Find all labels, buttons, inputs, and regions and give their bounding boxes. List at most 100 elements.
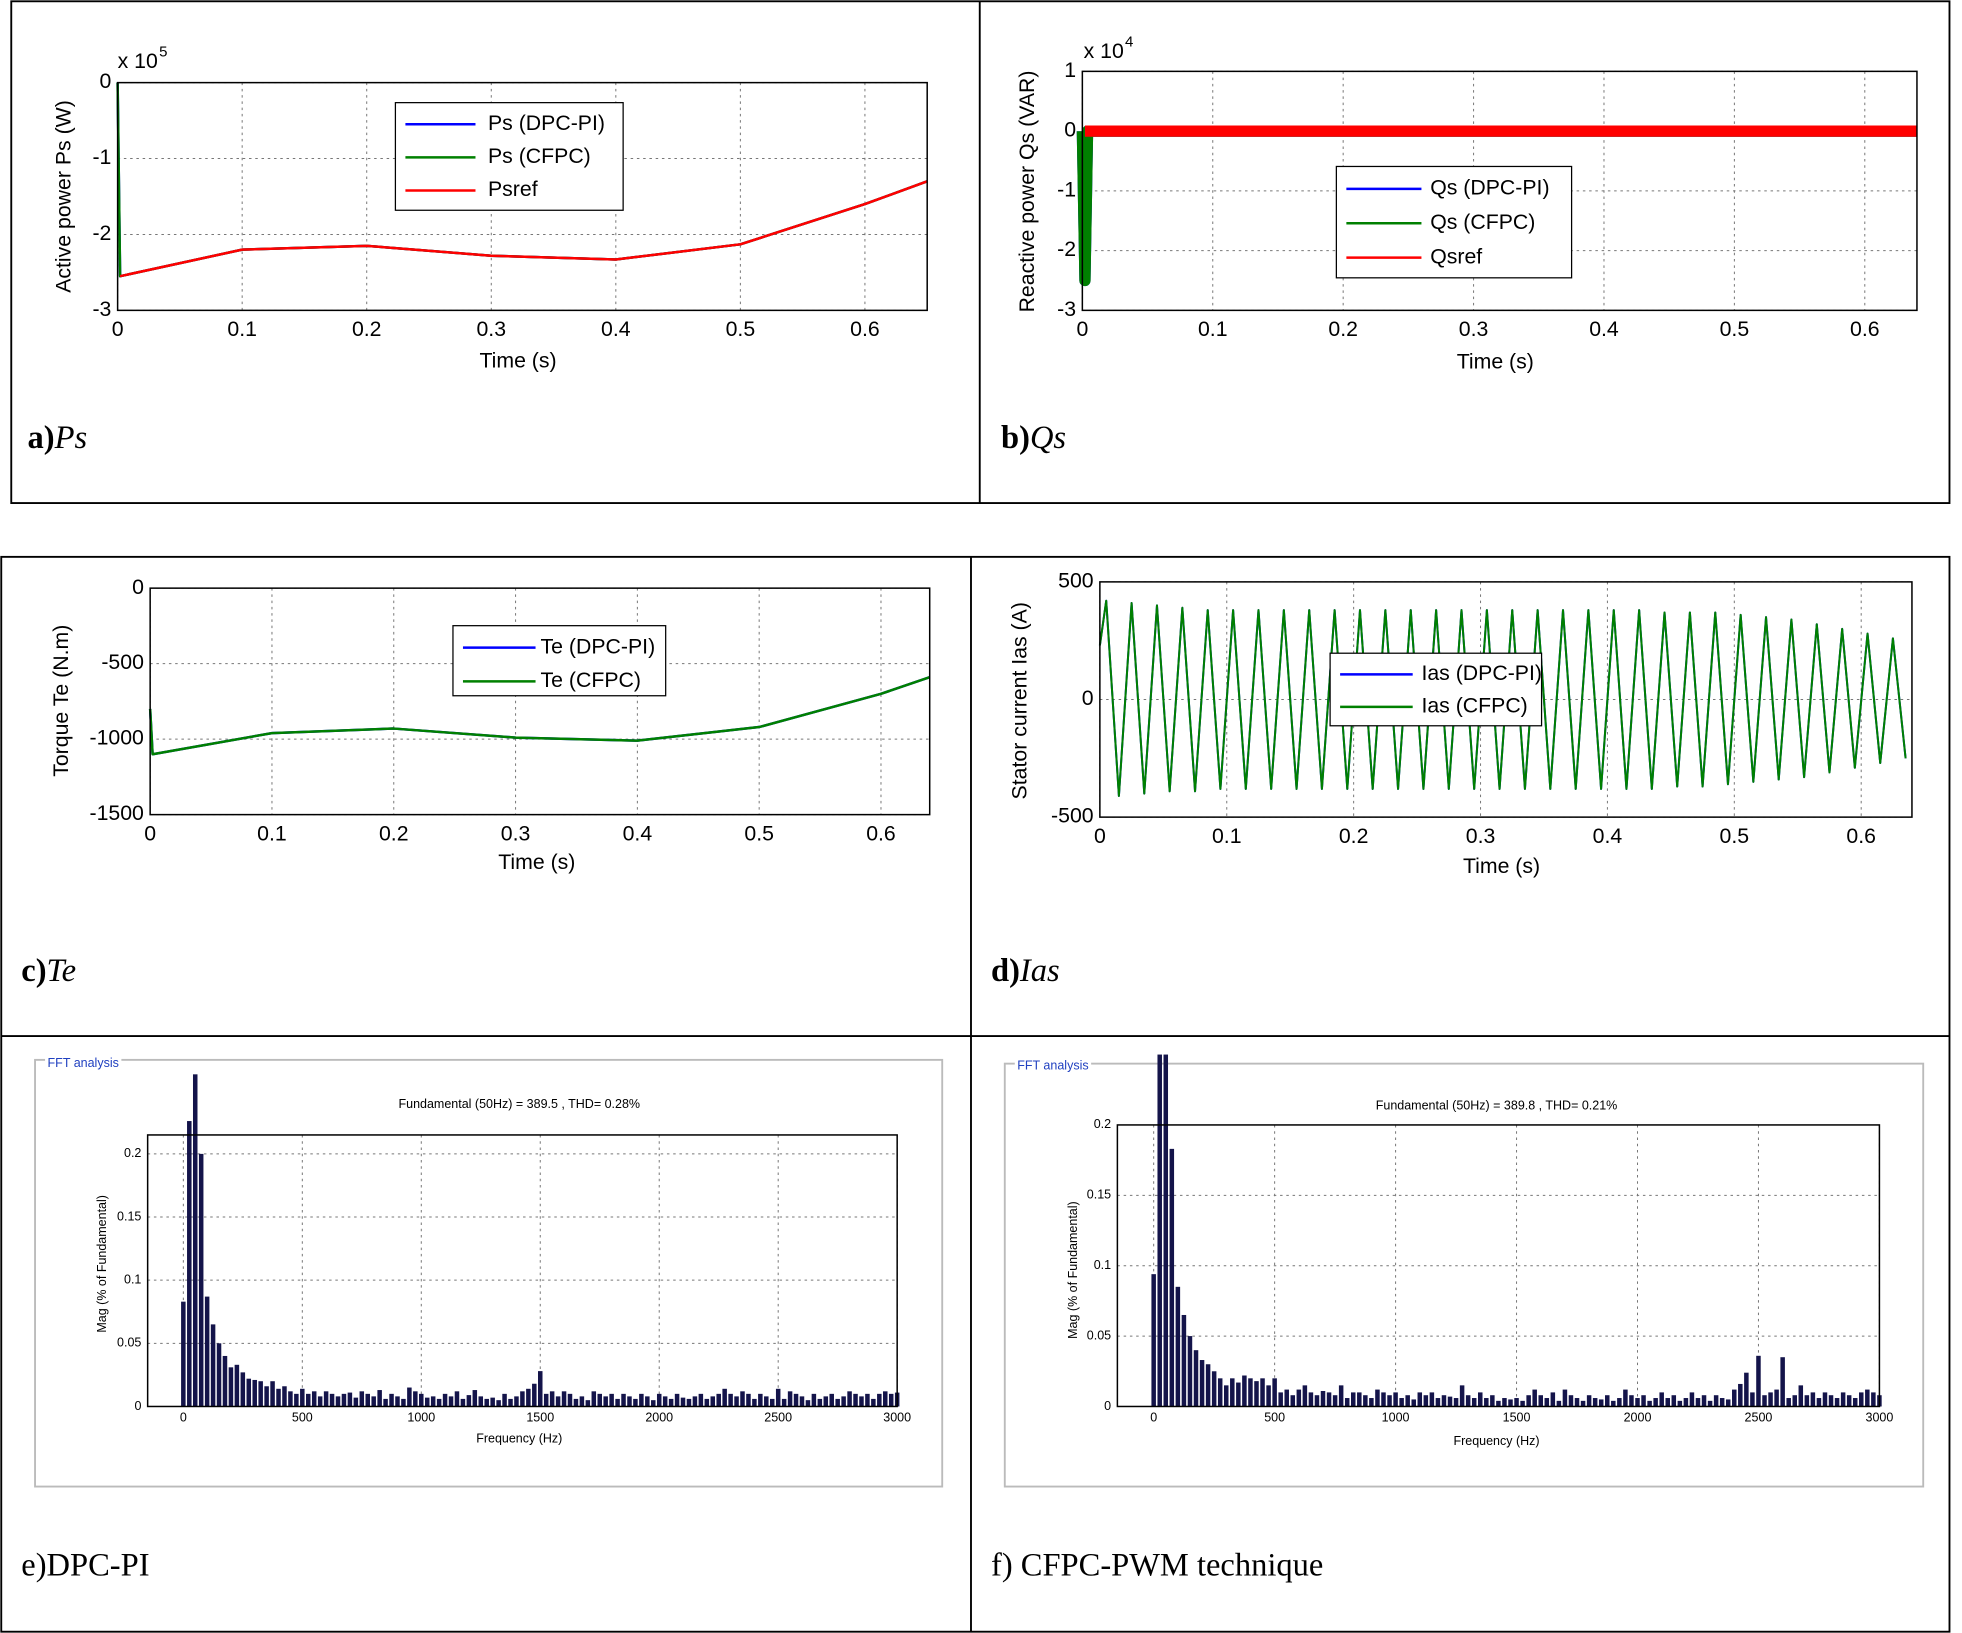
bar: [1223, 1385, 1229, 1407]
x-tick-label: 500: [292, 1411, 313, 1425]
legend-label: Ias (DPC-PI): [1421, 661, 1542, 685]
x-axis-label: Frequency (Hz): [1453, 1434, 1539, 1448]
plot-frame: [1081, 70, 1918, 312]
bar: [532, 1383, 537, 1407]
panel-border: [0, 555, 1951, 1633]
x-tick-label: 2000: [1624, 1411, 1652, 1425]
bar: [1586, 1395, 1592, 1407]
plot-area: [150, 588, 930, 815]
bar: [871, 1398, 876, 1407]
bar: [841, 1396, 846, 1407]
bar: [371, 1396, 376, 1407]
bar: [1278, 1392, 1283, 1407]
x-tick-label: 0.3: [1459, 317, 1489, 341]
bar: [877, 1393, 882, 1407]
bar: [1496, 1400, 1501, 1407]
bar: [1465, 1395, 1471, 1407]
bar: [1357, 1392, 1362, 1407]
bar: [1411, 1399, 1416, 1407]
y-tick-label: -2: [92, 221, 111, 245]
bar: [1296, 1389, 1302, 1407]
bar: [1617, 1398, 1622, 1407]
bar: [181, 1301, 186, 1407]
bar: [680, 1397, 686, 1407]
x-axis-label: Frequency (Hz): [476, 1431, 562, 1445]
bar: [561, 1391, 567, 1407]
bar: [1260, 1378, 1265, 1407]
y-tick-label: -500: [1051, 804, 1094, 828]
bar: [341, 1393, 347, 1407]
bar: [359, 1391, 365, 1407]
y-axis-label: Stator current Ias (A): [1008, 602, 1032, 799]
x-tick-label: 0.2: [352, 317, 382, 341]
bar: [478, 1396, 484, 1407]
bar: [746, 1393, 751, 1407]
x-tick-label: 0: [112, 317, 124, 341]
plot-frame: [146, 1134, 898, 1408]
bar: [1320, 1390, 1326, 1407]
chart-title: Fundamental (50Hz) = 389.5 , THD= 0.28%: [398, 1097, 640, 1111]
bar: [300, 1388, 305, 1407]
x-tick-label: 0.4: [1589, 317, 1619, 341]
bar: [198, 1153, 204, 1407]
y-tick-label: 0: [132, 575, 144, 599]
bar: [1689, 1392, 1695, 1407]
bar: [793, 1393, 799, 1407]
bar: [204, 1296, 210, 1407]
bar: [258, 1381, 263, 1407]
y-tick-label: -3: [92, 297, 111, 321]
x-tick-label: 0.1: [1212, 824, 1242, 848]
bar: [805, 1400, 811, 1407]
bar: [853, 1393, 858, 1407]
y-tick-label: 0: [134, 1399, 141, 1413]
caption: e)DPC-PI: [21, 1547, 149, 1583]
bar: [1314, 1395, 1320, 1407]
bar: [413, 1391, 418, 1407]
x-tick-label: 1000: [407, 1411, 435, 1425]
x-tick-label: 0.2: [379, 821, 409, 845]
y-tick-label: 0.2: [1094, 1117, 1111, 1131]
x-tick-label: 0.1: [227, 317, 257, 341]
bar: [549, 1391, 555, 1407]
bar: [329, 1393, 335, 1407]
bar: [1193, 1350, 1199, 1407]
bar: [1574, 1398, 1580, 1407]
bar: [496, 1400, 501, 1407]
y-tick-label: 1: [1064, 58, 1076, 82]
bar: [1629, 1395, 1634, 1407]
y-tick-label: 0.15: [1087, 1188, 1111, 1202]
bar: [1756, 1355, 1761, 1407]
bar: [674, 1393, 680, 1407]
bar: [508, 1398, 513, 1407]
bar: [1363, 1395, 1368, 1407]
bar: [823, 1396, 829, 1407]
bar: [514, 1396, 519, 1407]
bar: [1471, 1398, 1477, 1407]
bar: [1598, 1399, 1604, 1407]
bar: [847, 1391, 852, 1407]
x-tick-label: 1000: [1382, 1411, 1410, 1425]
bar: [1502, 1398, 1507, 1407]
bar: [1399, 1398, 1404, 1407]
plot-frame: [116, 81, 928, 312]
bar: [710, 1396, 716, 1407]
bar: [1308, 1392, 1314, 1407]
x-tick-label: 0.3: [1466, 824, 1496, 848]
legend-label: Te (CFPC): [541, 668, 641, 692]
y-tick-label: 0.1: [1094, 1258, 1111, 1272]
bar: [1290, 1395, 1296, 1407]
bar: [621, 1393, 626, 1407]
fft-box: [1003, 1062, 1925, 1488]
legend-label: Qsref: [1430, 244, 1482, 268]
x-tick-label: 0.3: [501, 821, 531, 845]
bar: [1157, 1054, 1162, 1407]
x-tick-label: 0: [1076, 317, 1088, 341]
chart-title: Fundamental (50Hz) = 389.8 , THD= 0.21%: [1376, 1098, 1618, 1112]
y-tick-label: -1: [1057, 177, 1076, 201]
bar: [1284, 1389, 1289, 1407]
bar: [1441, 1395, 1447, 1407]
bar: [1393, 1392, 1398, 1407]
bar: [1792, 1395, 1797, 1407]
bar: [1217, 1378, 1223, 1407]
legend-label: Psref: [488, 177, 538, 201]
